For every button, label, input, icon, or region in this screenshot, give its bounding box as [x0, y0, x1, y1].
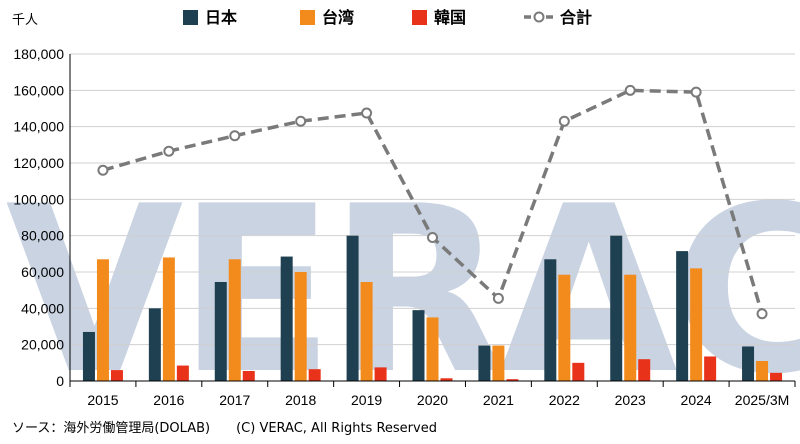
legend-swatch-台湾 — [300, 10, 315, 25]
bar-韓国 — [638, 359, 651, 381]
bar-台湾 — [624, 274, 637, 381]
x-tick-label: 2015 — [87, 392, 118, 408]
bar-台湾 — [96, 259, 109, 381]
bar-韓国 — [440, 378, 453, 381]
total-point — [690, 86, 702, 98]
legend-label-韓国: 韓国 — [434, 8, 466, 27]
y-tick-label: 160,000 — [13, 82, 64, 98]
bar-韓国 — [770, 372, 783, 381]
y-tick-label: 60,000 — [21, 264, 64, 280]
bar-日本 — [346, 235, 359, 381]
total-point — [361, 107, 373, 119]
bar-台湾 — [756, 361, 769, 381]
x-tick-label: 2016 — [153, 392, 184, 408]
legend-label-日本: 日本 — [205, 8, 237, 27]
total-point — [756, 308, 768, 320]
bar-台湾 — [360, 281, 373, 381]
bar-台湾 — [690, 268, 703, 381]
y-tick-label: 180,000 — [13, 46, 64, 62]
x-tick-label: 2022 — [549, 392, 580, 408]
y-tick-label: 0 — [56, 373, 64, 389]
y-tick-label: 120,000 — [13, 155, 64, 171]
x-tick-label: 2018 — [285, 392, 316, 408]
legend-marker-合計 — [533, 11, 545, 23]
bar-台湾 — [228, 259, 241, 381]
total-point — [558, 115, 570, 127]
y-tick-label: 20,000 — [21, 337, 64, 353]
bar-台湾 — [492, 345, 505, 381]
legend-swatch-韓国 — [412, 10, 427, 25]
x-tick-label: 2020 — [417, 392, 448, 408]
total-point — [295, 115, 307, 127]
y-tick-label: 140,000 — [13, 119, 64, 135]
total-point — [229, 130, 241, 142]
x-tick-label: 2023 — [615, 392, 646, 408]
bar-台湾 — [294, 272, 307, 381]
bar-韓国 — [176, 365, 189, 381]
bar-台湾 — [558, 274, 571, 381]
x-axis: 2015 2016 2017 2018 2019 2020 2021 2022 2023 2024… — [69, 380, 796, 408]
bar-日本 — [544, 259, 557, 381]
y-tick-label: 80,000 — [21, 228, 64, 244]
total-point — [427, 231, 438, 243]
bar-日本 — [676, 251, 689, 381]
total-point — [97, 164, 109, 176]
bar-日本 — [412, 310, 425, 381]
source-note: ソース：海外労働管理局(DOLAB) (C) VERAC, All Rights… — [12, 421, 437, 436]
bar-日本 — [478, 345, 491, 381]
bar-日本 — [148, 308, 161, 381]
unit-label: 千人 — [12, 13, 38, 28]
bar-日本 — [82, 331, 95, 381]
bars — [82, 235, 783, 381]
x-tick-label: 2024 — [681, 392, 712, 408]
bar-日本 — [610, 235, 623, 381]
x-tick-label: 2017 — [219, 392, 250, 408]
total-point — [492, 292, 504, 304]
x-tick-label: 2019 — [351, 392, 382, 408]
bar-台湾 — [426, 317, 439, 381]
x-tick-label: 2025/3M — [735, 392, 789, 408]
legend-label-台湾: 台湾 — [322, 8, 354, 27]
bar-韓国 — [374, 367, 387, 381]
total-line — [97, 84, 768, 320]
bar-韓国 — [110, 370, 123, 381]
total-point — [624, 84, 636, 96]
bar-韓国 — [572, 362, 585, 381]
bar-韓国 — [308, 369, 321, 381]
y-tick-label: 40,000 — [21, 300, 64, 316]
bar-日本 — [214, 281, 227, 381]
bar-日本 — [280, 256, 293, 381]
legend: 日本 台湾 韓国 合計 — [183, 8, 592, 27]
y-axis: 0 20,000 40,000 60,000 80,000 100,000 120,000 1… — [13, 46, 71, 389]
bar-韓国 — [242, 371, 255, 381]
legend-swatch-日本 — [183, 10, 198, 25]
x-tick-label: 2021 — [483, 392, 514, 408]
bar-韓国 — [506, 379, 519, 381]
bar-韓国 — [704, 356, 717, 381]
total-point — [163, 145, 175, 157]
bar-台湾 — [162, 257, 175, 381]
bar-日本 — [742, 346, 755, 381]
legend-label-合計: 合計 — [560, 8, 592, 27]
y-tick-label: 100,000 — [13, 191, 64, 207]
